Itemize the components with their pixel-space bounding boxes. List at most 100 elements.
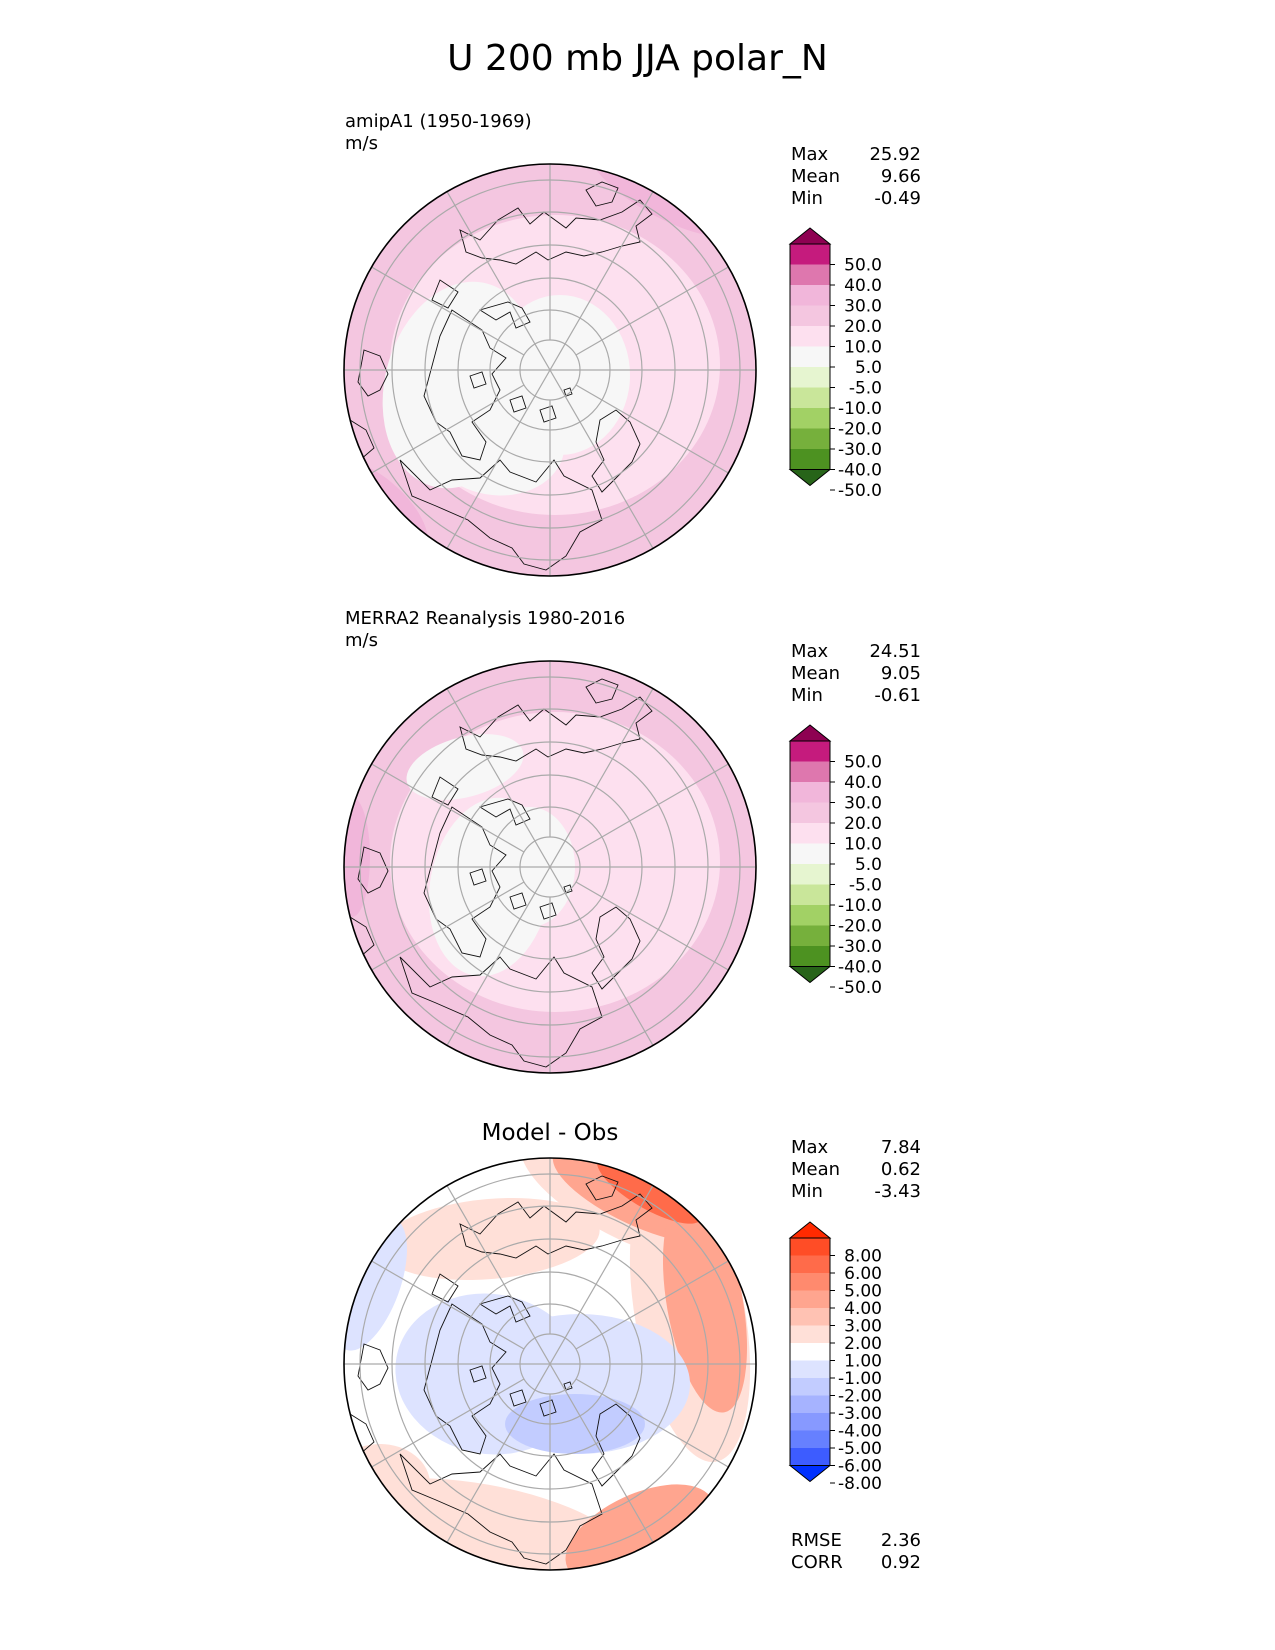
colorbar-segment	[790, 367, 830, 388]
polar-map-obs	[343, 660, 757, 1074]
coastline	[509, 892, 527, 910]
colorbar-tick-label: -1.00	[838, 1369, 882, 1389]
stat-value: 2.36	[880, 1530, 921, 1551]
colorbar-segment	[790, 884, 830, 905]
colorbar-segment	[790, 1273, 830, 1291]
colorbar-tick-label: 50.0	[844, 753, 882, 773]
colorbar-segment	[790, 428, 830, 449]
coastline	[431, 1273, 459, 1303]
colorbar-segment	[790, 1448, 830, 1466]
graticule	[344, 661, 756, 1073]
coastline	[539, 1399, 557, 1417]
colorbar-segment	[790, 925, 830, 946]
colorbar-tick-label: -3.00	[838, 1404, 882, 1424]
meridian-line	[446, 395, 536, 549]
meridian-line	[371, 1260, 525, 1350]
stat-min: Min -0.61	[791, 685, 921, 707]
colorbar-segment	[790, 1238, 830, 1256]
map-boundary	[343, 163, 757, 577]
stat-name: Mean	[791, 1159, 841, 1180]
coastline	[357, 349, 389, 397]
meridian-line	[371, 266, 525, 356]
stat-name: Mean	[791, 166, 841, 187]
stat-name: Min	[791, 188, 823, 209]
coastline	[478, 301, 531, 329]
meridian-line	[371, 1378, 525, 1468]
colorbar-segment	[790, 1308, 830, 1326]
stat-name: Max	[791, 1137, 829, 1158]
field-warm-anomaly	[344, 1444, 430, 1524]
colorbar-segment	[790, 1325, 830, 1343]
coastline	[431, 776, 459, 806]
meridian-line	[575, 1260, 729, 1350]
coastline	[459, 1193, 653, 1259]
colorbar-extend-min	[788, 1465, 832, 1483]
coastline	[469, 1365, 487, 1383]
stat-mean: Mean 9.05	[791, 663, 921, 685]
field-polar-cap	[425, 384, 565, 496]
stat-rmse: RMSE 2.36	[791, 1530, 921, 1552]
coastline	[431, 279, 459, 309]
colorbar-segment	[790, 285, 830, 306]
stat-name: CORR	[791, 1552, 843, 1573]
colorbar-segment	[790, 1430, 830, 1448]
colorbar-tick-label: -4.00	[838, 1422, 882, 1442]
coastline	[423, 806, 507, 958]
colorbar-segment	[790, 1395, 830, 1413]
figure-title: U 200 mb JJA polar_N	[447, 38, 828, 79]
meridian-line	[446, 1185, 536, 1339]
meridian-line	[575, 763, 729, 853]
coastline	[591, 1403, 641, 1487]
colorbar-extend-max	[788, 1221, 832, 1239]
graticule	[344, 164, 756, 576]
colorbar-frame	[789, 740, 831, 967]
colorbar-segment	[790, 843, 830, 864]
colorbar-segment	[790, 905, 830, 926]
coastline	[399, 956, 603, 1068]
colorbar-segment	[790, 741, 830, 762]
meridian-line	[575, 1378, 729, 1468]
stat-max: Max 25.92	[791, 144, 921, 166]
colorbar-tick-label: -2.00	[838, 1387, 882, 1407]
coastline	[563, 1381, 573, 1391]
coastlines	[345, 181, 653, 571]
colorbar-tick-label: 6.00	[844, 1264, 882, 1284]
colorbar-segment	[790, 1378, 830, 1396]
stat-max: Max 7.84	[791, 1137, 921, 1159]
coastline	[423, 1303, 507, 1455]
meridian-line	[575, 384, 729, 474]
colorbar-segment	[790, 1360, 830, 1378]
panel-diff-title: Model - Obs	[481, 1120, 619, 1146]
field-jet-core	[344, 797, 370, 917]
colorbar-tick-label: 1.00	[844, 1352, 882, 1372]
stat-mean: Mean 9.66	[791, 166, 921, 188]
meridian-line	[575, 266, 729, 356]
field-layer	[344, 164, 756, 576]
colorbar-segment	[790, 946, 830, 967]
colorbar-segment	[790, 1255, 830, 1273]
stat-corr: CORR 0.92	[791, 1552, 921, 1574]
meridian-line	[534, 1337, 566, 1391]
coastline	[563, 884, 573, 894]
colorbar-obs: 50.040.030.020.010.05.0-5.0-10.0-20.0-30…	[788, 724, 882, 998]
colorbar-model: 50.040.030.020.010.05.0-5.0-10.0-20.0-30…	[788, 227, 882, 501]
panel-model-units: m/s	[345, 133, 378, 154]
colorbar-frame	[789, 1237, 831, 1466]
meridian-line	[446, 191, 536, 345]
colorbar-tick-label: 40.0	[844, 276, 882, 296]
meridian-line	[534, 343, 566, 397]
colorbar-tick-label: 5.0	[855, 855, 882, 875]
colorbar-tick-label: -10.0	[838, 896, 882, 916]
colorbar-tick-label: 20.0	[844, 814, 882, 834]
coastline	[423, 309, 507, 461]
coastline	[459, 696, 653, 762]
meridian-line	[564, 191, 654, 345]
stat-value: 0.62	[880, 1159, 921, 1180]
colorbar-extend-min	[788, 469, 832, 487]
colorbar-frame	[789, 243, 831, 470]
stat-name: Mean	[791, 663, 841, 684]
stat-value: 0.92	[880, 1552, 921, 1573]
meridian-line	[371, 881, 525, 971]
field-cold-anomaly	[505, 1394, 645, 1454]
panel-obs-stats: Max 24.51 Mean 9.05 Min -0.61	[791, 641, 921, 707]
